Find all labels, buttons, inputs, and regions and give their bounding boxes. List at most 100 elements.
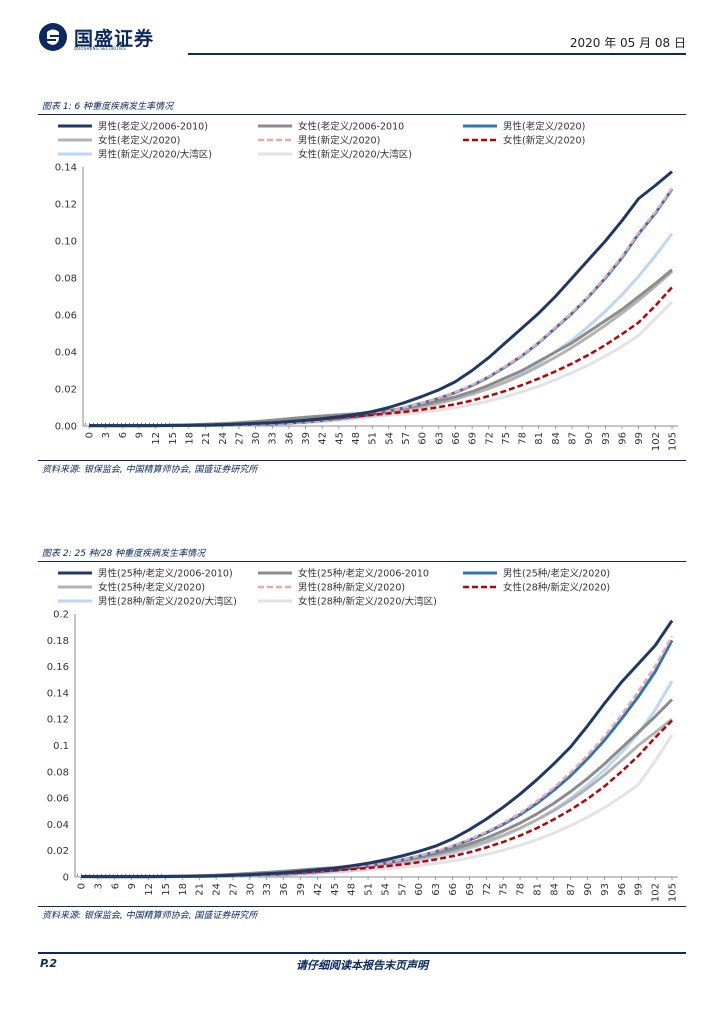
x-tick-label: 12 xyxy=(151,432,162,445)
x-tick-label: 3 xyxy=(93,883,104,889)
y-tick-label: 0.10 xyxy=(55,237,77,248)
legend-item: 女性(28种/新定义/2020/大湾区) xyxy=(258,596,437,608)
series-line xyxy=(89,301,674,428)
x-tick-label: 72 xyxy=(484,432,495,445)
x-tick-label: 99 xyxy=(634,432,645,445)
x-tick-label: 27 xyxy=(228,883,239,896)
series-line xyxy=(81,680,674,879)
x-tick-label: 15 xyxy=(161,883,172,896)
x-tick-label: 33 xyxy=(268,432,279,445)
legend-label: 男性(老定义/2006-2010) xyxy=(98,121,208,133)
x-tick-label: 30 xyxy=(251,432,262,445)
legend-item: 女性(25种/老定义/2006-2010 xyxy=(258,568,429,580)
y-tick-label: 0.08 xyxy=(47,767,69,778)
legend-item: 男性(老定义/2006-2010) xyxy=(58,121,208,133)
chart-1-source-rule xyxy=(38,460,686,461)
chart-block-2: 图表 2: 25 种/28 种重度疾病发生率情况 男性(25种/老定义/2006… xyxy=(38,546,686,926)
x-tick-label: 36 xyxy=(279,883,290,896)
x-tick-label: 39 xyxy=(301,432,312,445)
x-tick-label: 15 xyxy=(168,432,179,445)
series-line xyxy=(80,619,674,879)
x-tick-label: 93 xyxy=(600,883,611,896)
x-tick-label: 69 xyxy=(468,432,479,445)
legend-label: 女性(28种/新定义/2020/大湾区) xyxy=(298,596,437,608)
chart-2-source: 资料来源: 银保监会, 中国精算师协会, 国盛证券研究所 xyxy=(42,911,258,921)
x-tick-label: 60 xyxy=(418,432,429,445)
x-tick-label: 102 xyxy=(651,883,662,902)
y-tick-label: 0.00 xyxy=(55,422,77,433)
chart-block-1: 图表 1: 6 种重度疾病发生率情况 男性(老定义/2006-2010) 女性(老… xyxy=(38,99,686,479)
y-tick-label: 0.02 xyxy=(55,385,77,396)
legend-label: 男性(28种/新定义/2020) xyxy=(298,582,405,594)
series-line xyxy=(81,734,674,879)
legend-item: 女性(老定义/2020) xyxy=(58,135,180,147)
x-tick-label: 9 xyxy=(134,432,145,438)
x-tick-label: 48 xyxy=(347,883,358,896)
x-tick-label: 57 xyxy=(397,883,408,896)
y-tick-label: 0.02 xyxy=(47,846,69,857)
x-tick-label: 3 xyxy=(101,432,112,438)
x-tick-label: 48 xyxy=(351,432,362,445)
x-tick-label: 9 xyxy=(127,883,138,889)
series-line xyxy=(89,286,673,427)
series-line xyxy=(89,187,674,427)
x-tick-label: 0 xyxy=(77,883,88,889)
x-tick-label: 42 xyxy=(313,883,324,896)
legend-label: 男性(25种/老定义/2006-2010) xyxy=(98,568,233,580)
disclaimer-note: 请仔细阅读本报告末页声明 xyxy=(296,959,428,972)
y-tick-label: 0.18 xyxy=(47,636,69,647)
x-tick-label: 99 xyxy=(634,883,645,896)
legend-label: 男性(28种/新定义/2020/大湾区) xyxy=(98,596,237,608)
x-tick-label: 18 xyxy=(178,883,189,896)
x-tick-label: 42 xyxy=(318,432,329,445)
x-tick-label: 87 xyxy=(568,432,579,445)
y-tick-label: 0.1 xyxy=(53,741,69,752)
x-tick-label: 18 xyxy=(184,432,195,445)
x-tick-label: 90 xyxy=(583,883,594,896)
x-tick-label: 72 xyxy=(482,883,493,896)
chart-2-svg: 男性(25种/老定义/2006-2010) 女性(25种/老定义/2006-201… xyxy=(47,568,679,903)
legend-label: 男性(新定义/2020/大湾区) xyxy=(98,149,212,161)
x-tick-label: 69 xyxy=(465,883,476,896)
y-tick-label: 0.14 xyxy=(47,688,69,699)
x-tick-label: 96 xyxy=(617,883,628,896)
x-tick-label: 27 xyxy=(234,432,245,445)
series-line xyxy=(81,719,673,878)
x-tick-label: 39 xyxy=(296,883,307,896)
legend-label: 女性(老定义/2006-2010 xyxy=(298,121,404,133)
x-tick-label: 51 xyxy=(364,883,375,896)
x-tick-label: 75 xyxy=(501,432,512,445)
chart-2-caption-rule xyxy=(38,561,686,562)
x-tick-label: 78 xyxy=(516,883,527,896)
y-tick-label: 0.04 xyxy=(47,820,69,831)
report-header: 国盛证券 GUOSHENG SECURITIES 2020 年 05 月 08 … xyxy=(38,18,686,56)
x-tick-label: 30 xyxy=(245,883,256,896)
chart-1-svg: 男性(老定义/2006-2010) 女性(老定义/2006-2010 男性(老定义/… xyxy=(55,121,679,452)
x-tick-label: 24 xyxy=(218,432,229,445)
x-tick-label: 12 xyxy=(144,883,155,896)
x-tick-label: 6 xyxy=(118,432,129,438)
chart-1-caption-rule xyxy=(38,114,686,115)
guosheng-logo-icon xyxy=(39,23,67,51)
x-tick-label: 75 xyxy=(499,883,510,896)
legend-item: 男性(老定义/2020) xyxy=(463,121,585,133)
x-tick-label: 36 xyxy=(284,432,295,445)
legend-label: 女性(25种/老定义/2006-2010 xyxy=(298,568,429,580)
x-tick-label: 105 xyxy=(668,883,679,902)
report-date: 2020 年 05 月 08 日 xyxy=(569,36,686,50)
header-divider xyxy=(188,53,686,55)
x-tick-label: 96 xyxy=(618,432,629,445)
y-tick-label: 0.06 xyxy=(47,794,69,805)
legend-label: 女性(新定义/2020) xyxy=(503,135,585,147)
x-tick-label: 63 xyxy=(434,432,445,445)
legend-label: 女性(25种/老定义/2020) xyxy=(98,582,205,594)
x-tick-label: 87 xyxy=(566,883,577,896)
x-tick-label: 81 xyxy=(534,432,545,445)
x-tick-label: 6 xyxy=(110,883,121,889)
legend-label: 男性(新定义/2020) xyxy=(298,135,380,147)
x-tick-label: 84 xyxy=(551,432,562,445)
legend-label: 男性(25种/老定义/2020) xyxy=(503,568,610,580)
x-tick-label: 57 xyxy=(401,432,412,445)
series-line xyxy=(89,268,673,428)
y-tick-label: 0.16 xyxy=(47,662,69,673)
